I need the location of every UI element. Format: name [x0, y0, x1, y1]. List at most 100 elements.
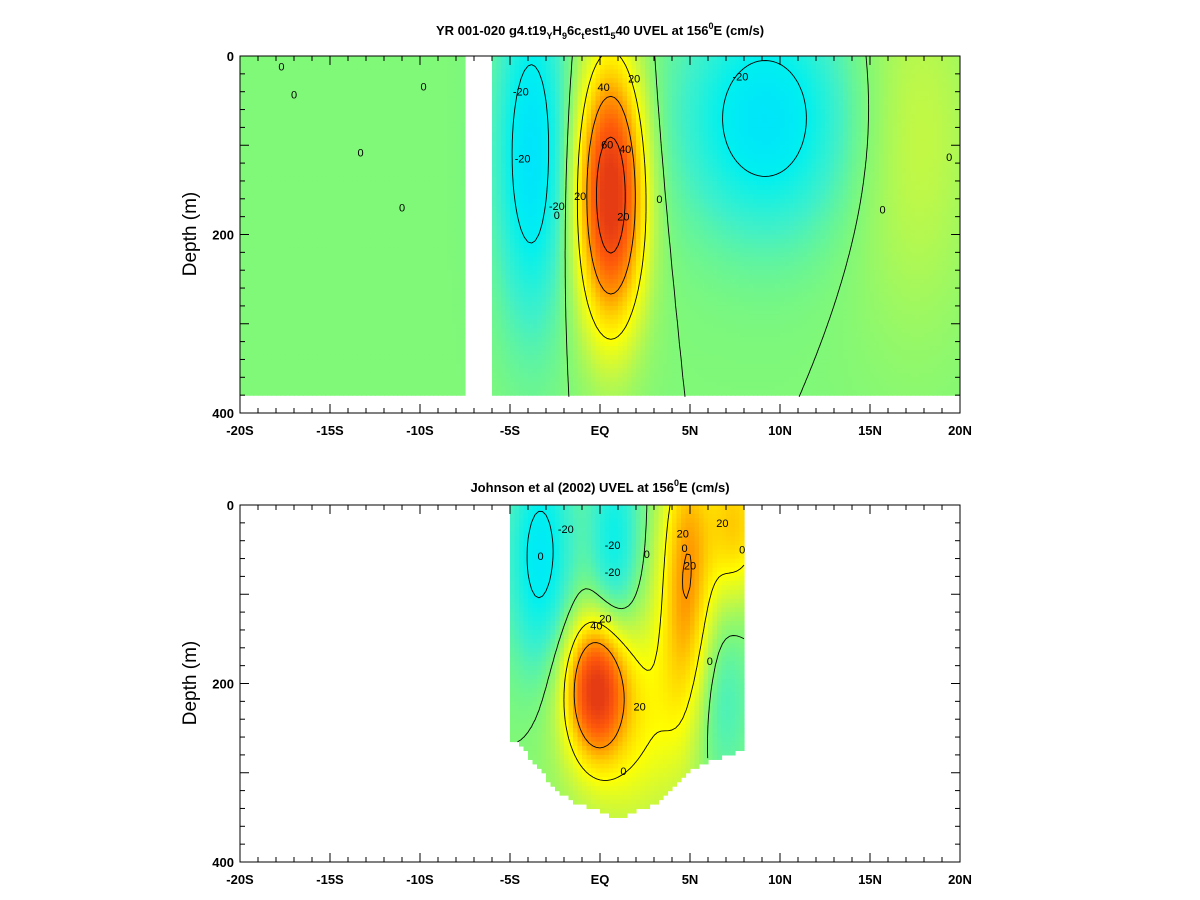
field-cell	[496, 69, 502, 75]
field-cell	[303, 56, 309, 62]
field-cell	[843, 87, 849, 93]
field-cell	[942, 100, 948, 106]
field-cell	[901, 96, 907, 102]
field-cell	[942, 109, 948, 115]
field-cell	[802, 60, 808, 66]
field-cell	[852, 145, 858, 151]
field-cell	[766, 172, 772, 178]
field-cell	[730, 136, 736, 142]
field-cell	[442, 64, 448, 70]
field-cell	[276, 69, 282, 75]
field-cell	[658, 180, 664, 187]
field-cell	[496, 127, 502, 133]
field-cell	[289, 198, 295, 204]
field-cell	[627, 163, 633, 169]
field-cell	[955, 64, 960, 70]
field-cell	[811, 56, 817, 62]
field-cell	[424, 69, 430, 75]
field-cell	[424, 194, 430, 200]
field-cell	[397, 56, 403, 62]
field-cell	[879, 149, 885, 155]
field-cell	[393, 60, 399, 66]
field-cell	[456, 172, 462, 178]
field-cell	[847, 122, 853, 128]
field-cell	[879, 109, 885, 115]
field-cell	[951, 109, 957, 115]
field-cell	[271, 189, 277, 195]
field-cell	[348, 96, 354, 102]
field-cell	[640, 163, 646, 169]
field-cell	[366, 167, 372, 173]
field-cell	[262, 105, 268, 111]
field-cell	[852, 167, 858, 173]
field-cell	[915, 105, 921, 111]
field-cell	[955, 122, 960, 128]
field-cell	[325, 158, 331, 164]
field-cell	[739, 109, 745, 115]
field-cell	[568, 180, 574, 187]
field-cell	[676, 82, 682, 88]
field-cell	[748, 158, 754, 164]
field-cell	[505, 96, 511, 102]
field-cell	[276, 194, 282, 200]
field-cell	[519, 198, 525, 204]
field-cell	[874, 118, 880, 124]
field-cell	[537, 73, 543, 79]
field-cell	[726, 82, 732, 88]
field-cell	[253, 176, 259, 182]
field-cell	[636, 167, 642, 173]
field-cell	[546, 172, 552, 178]
field-cell	[532, 118, 538, 124]
field-cell	[285, 122, 291, 128]
field-cell	[627, 194, 633, 200]
field-cell	[622, 118, 628, 124]
field-cell	[676, 100, 682, 106]
field-cell	[825, 100, 831, 106]
field-cell	[429, 56, 435, 62]
field-cell	[856, 114, 862, 120]
field-cell	[406, 145, 412, 151]
field-cell	[672, 114, 678, 120]
field-cell	[343, 100, 349, 106]
field-cell	[433, 140, 439, 146]
field-cell	[451, 73, 457, 79]
field-cell	[811, 180, 817, 187]
field-cell	[285, 176, 291, 182]
field-cell	[694, 194, 700, 200]
field-cell	[870, 131, 876, 137]
field-cell	[748, 127, 754, 133]
field-cell	[694, 114, 700, 120]
field-cell	[460, 158, 466, 164]
field-cell	[514, 131, 520, 137]
field-cell	[699, 64, 705, 70]
field-cell	[735, 87, 741, 93]
field-cell	[829, 154, 835, 160]
field-cell	[289, 73, 295, 79]
field-cell	[379, 60, 385, 66]
field-cell	[298, 149, 304, 155]
field-cell	[618, 154, 624, 160]
field-cell	[285, 109, 291, 115]
field-cell	[348, 64, 354, 70]
field-cell	[897, 118, 903, 124]
field-cell	[730, 167, 736, 173]
field-cell	[807, 172, 813, 178]
field-cell	[694, 131, 700, 137]
field-cell	[343, 154, 349, 160]
field-cell	[402, 82, 408, 88]
field-cell	[888, 145, 894, 151]
field-cell	[586, 96, 592, 102]
field-cell	[262, 172, 268, 178]
field-cell	[672, 100, 678, 106]
field-cell	[883, 154, 889, 160]
field-cell	[294, 158, 300, 164]
field-cell	[636, 158, 642, 164]
field-cell	[816, 189, 822, 195]
field-cell	[276, 100, 282, 106]
field-cell	[636, 149, 642, 155]
field-cell	[397, 69, 403, 75]
field-cell	[591, 105, 597, 111]
field-cell	[528, 167, 534, 173]
field-cell	[537, 78, 543, 84]
field-cell	[622, 154, 628, 160]
